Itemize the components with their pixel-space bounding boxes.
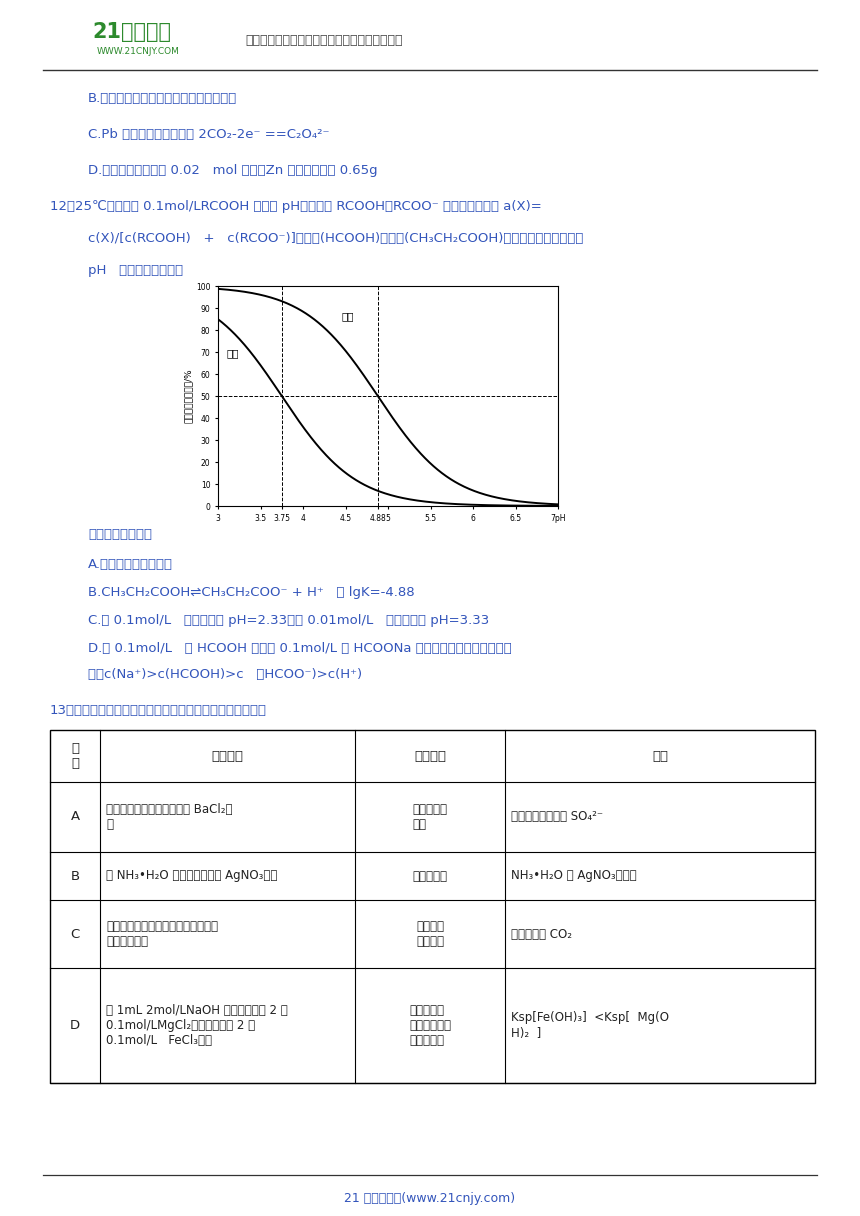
- Text: 结论: 结论: [652, 749, 668, 762]
- Text: B.阳离子交换膜的主要作用是增强导电性: B.阳离子交换膜的主要作用是增强导电性: [88, 92, 237, 105]
- Text: 无明显现象: 无明显现象: [413, 869, 447, 883]
- Text: 选
项: 选 项: [71, 742, 79, 770]
- Text: 该溶液中可能含有 SO₄²⁻: 该溶液中可能含有 SO₄²⁻: [511, 811, 603, 823]
- Text: 向 1mL 2mol/LNaOH 溶液中先滴加 2 滴
0.1mol/LMgCl₂溶液，再滴加 2 滴
0.1mol/L   FeCl₃溶液: 向 1mL 2mol/LNaOH 溶液中先滴加 2 滴 0.1mol/LMgCl…: [106, 1004, 288, 1047]
- Text: WWW.21CNJY.COM: WWW.21CNJY.COM: [97, 47, 180, 56]
- Text: 有白色沉淀
产生: 有白色沉淀 产生: [413, 803, 447, 831]
- Text: 21 世纪教育网(www.21cnjy.com): 21 世纪教育网(www.21cnjy.com): [345, 1192, 515, 1205]
- Text: 实验现象: 实验现象: [414, 749, 446, 762]
- Text: 12、25℃时，改变 0.1mol/LRCOOH 溶液的 pH，溶液中 RCOOH、RCOO⁻ 的微粒分布分数 a(X)=: 12、25℃时，改变 0.1mol/LRCOOH 溶液的 pH，溶液中 RCOO…: [50, 199, 542, 213]
- Text: c(X)/[c(RCOOH)   +   c(RCOO⁻)]；甲酸(HCOOH)与丙酸(CH₃CH₂COOH)中酸分子的分布分数与: c(X)/[c(RCOOH) + c(RCOO⁻)]；甲酸(HCOOH)与丙酸(…: [88, 232, 583, 244]
- Text: 甲酸: 甲酸: [226, 349, 239, 359]
- Text: B: B: [71, 869, 80, 883]
- Text: 将木炭和浓硫酸共热生成的气体通入
澄清石灰水中: 将木炭和浓硫酸共热生成的气体通入 澄清石灰水中: [106, 921, 218, 948]
- Text: 先生成白色
沉淀，后生成
红褐色沉淀: 先生成白色 沉淀，后生成 红褐色沉淀: [409, 1004, 451, 1047]
- Text: D: D: [70, 1019, 80, 1032]
- Text: C.若 0.1mol/L   甲酸溶液的 pH=2.33，则 0.01mol/L   甲酸溶液的 pH=3.33: C.若 0.1mol/L 甲酸溶液的 pH=2.33，则 0.01mol/L 甲…: [88, 614, 489, 627]
- Text: A: A: [71, 811, 80, 823]
- Text: 下列说法正确的是: 下列说法正确的是: [88, 528, 152, 541]
- Text: 中国最大型、最专业的中小学教育资源门户网站: 中国最大型、最专业的中小学教育资源门户网站: [245, 34, 402, 46]
- Text: 向 NH₃•H₂O 溶液中滴加少量 AgNO₃溶液: 向 NH₃•H₂O 溶液中滴加少量 AgNO₃溶液: [106, 869, 278, 883]
- Text: pH   的关系如图所示。: pH 的关系如图所示。: [88, 264, 183, 277]
- Text: C.Pb 电极的电极反应式是 2CO₂-2e⁻ ==C₂O₄²⁻: C.Pb 电极的电极反应式是 2CO₂-2e⁻ ==C₂O₄²⁻: [88, 128, 329, 141]
- Text: 13、下列实验操作、实验现象以及所得出的结论均正确的是: 13、下列实验操作、实验现象以及所得出的结论均正确的是: [50, 704, 267, 717]
- Text: NH₃•H₂O 和 AgNO₃不反应: NH₃•H₂O 和 AgNO₃不反应: [511, 869, 636, 883]
- Text: 21世纪教育: 21世纪教育: [92, 22, 171, 43]
- Text: D.将 0.1mol/L   的 HCOOH 溶液与 0.1mol/L 的 HCOONa 溶液等体积混合，所得溶液: D.将 0.1mol/L 的 HCOOH 溶液与 0.1mol/L 的 HCOO…: [88, 642, 512, 655]
- Text: 丙酸: 丙酸: [341, 311, 353, 321]
- Text: A.丙酸的酸性比甲酸强: A.丙酸的酸性比甲酸强: [88, 558, 173, 572]
- Text: D.工作电路中每流过 0.02   mol 电子，Zn 电极质量减重 0.65g: D.工作电路中每流过 0.02 mol 电子，Zn 电极质量减重 0.65g: [88, 164, 378, 178]
- Text: 澄清石灰
水变浑浊: 澄清石灰 水变浑浊: [416, 921, 444, 948]
- Y-axis label: 酸分子的分布分数/%: 酸分子的分布分数/%: [184, 368, 194, 423]
- Text: 向某溶液中加入盐酸酸化的 BaCl₂溶
液: 向某溶液中加入盐酸酸化的 BaCl₂溶 液: [106, 803, 232, 831]
- Text: C: C: [71, 928, 80, 940]
- Text: B.CH₃CH₂COOH⇌CH₃CH₂COO⁻ + H⁺   的 lgK=-4.88: B.CH₃CH₂COOH⇌CH₃CH₂COO⁻ + H⁺ 的 lgK=-4.88: [88, 586, 415, 599]
- Text: 中：c(Na⁺)>c(HCOOH)>c   （HCOO⁻)>c(H⁺): 中：c(Na⁺)>c(HCOOH)>c （HCOO⁻)>c(H⁺): [88, 668, 362, 681]
- Text: 该气体只含 CO₂: 该气体只含 CO₂: [511, 928, 572, 940]
- Text: Ksp[Fe(OH)₃]  <Ksp[  Mg(O
H)₂  ]: Ksp[Fe(OH)₃] <Ksp[ Mg(O H)₂ ]: [511, 1012, 669, 1040]
- Bar: [50, 730, 815, 1083]
- Text: 实验操作: 实验操作: [212, 749, 243, 762]
